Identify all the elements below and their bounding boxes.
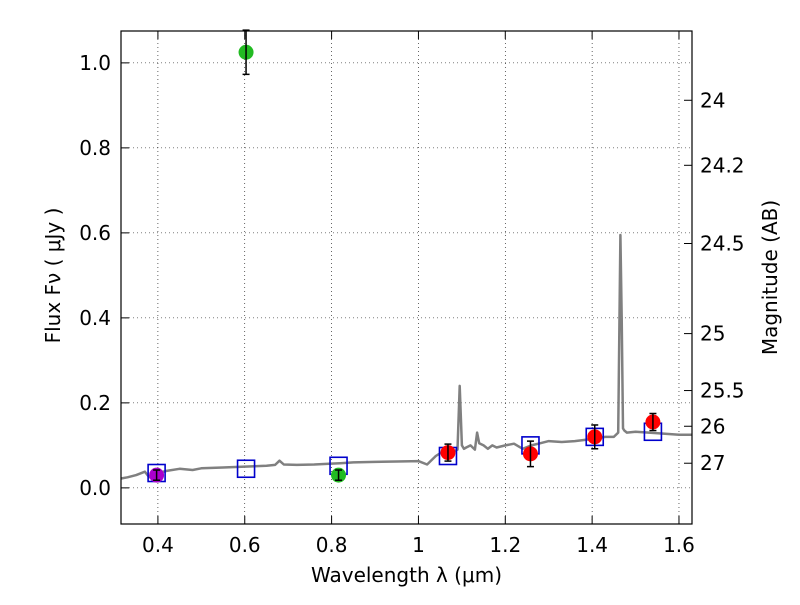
observed-points-layer — [149, 29, 661, 483]
x-tick-label: 0.6 — [229, 533, 261, 557]
mag-tick-label: 26 — [700, 414, 725, 438]
plot-frame — [120, 30, 693, 525]
mag-tick-label: 27 — [700, 451, 725, 475]
y-axis-label: Flux Fν ( μJy ) — [41, 208, 65, 344]
x-tick-label: 0.4 — [142, 533, 174, 557]
y-tick-label: 1.0 — [79, 51, 111, 75]
y-tick-label: 0.8 — [79, 136, 111, 160]
x-tick-label: 1.6 — [663, 533, 695, 557]
grid — [121, 31, 692, 524]
mag-tick-label: 24.2 — [700, 153, 745, 177]
x-tick-label: 0.8 — [316, 533, 348, 557]
mag-tick-label: 25 — [700, 322, 725, 346]
y2-axis-label: Magnitude (AB) — [758, 200, 782, 355]
x-tick-label: 1 — [412, 533, 425, 557]
mag-tick-label: 24 — [700, 88, 725, 112]
model-points-layer — [147, 422, 663, 483]
y-tick-label: 0.6 — [79, 221, 111, 245]
ticks: 0.4 0.6 0.8 1 1.2 1.4 1.6 0.0 0.2 0.4 0.6 0.8 1.0 24 2… — [79, 31, 745, 557]
y-tick-label: 0.0 — [79, 476, 111, 500]
x-axis-label: Wavelength λ (μm) — [311, 563, 502, 587]
mag-tick-label: 24.5 — [700, 232, 745, 256]
mag-tick-label: 25.5 — [700, 379, 745, 403]
y-tick-label: 0.2 — [79, 391, 111, 415]
y-tick-label: 0.4 — [79, 306, 111, 330]
x-tick-label: 1.4 — [576, 533, 608, 557]
x-tick-label: 1.2 — [489, 533, 521, 557]
model-point — [236, 459, 256, 479]
spectrum-layer — [120, 233, 692, 480]
spectrum-line — [120, 233, 692, 480]
